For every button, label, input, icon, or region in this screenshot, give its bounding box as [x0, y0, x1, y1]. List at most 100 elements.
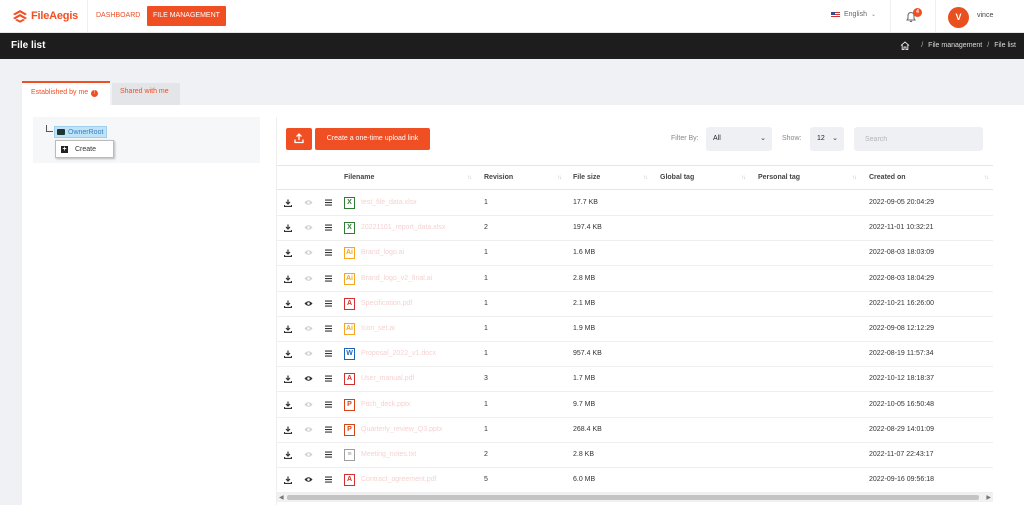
- menu-icon[interactable]: [325, 401, 332, 408]
- filename-link[interactable]: Proposal_2022_v1.docx: [361, 350, 437, 358]
- preview-eye-icon[interactable]: [304, 300, 313, 307]
- menu-icon[interactable]: [325, 199, 332, 206]
- menu-icon[interactable]: [325, 426, 332, 433]
- upload-button[interactable]: [286, 128, 312, 150]
- menu-icon[interactable]: [325, 451, 332, 458]
- col-personal-tag[interactable]: Personal tag: [758, 174, 801, 181]
- preview-eye-icon[interactable]: [304, 325, 313, 332]
- filename-link[interactable]: User_manual.pdf: [361, 375, 415, 383]
- table-header: Filename ↑↓ Revision ↑↓ File size ↑↓ Glo…: [277, 165, 993, 190]
- scrollbar-thumb[interactable]: [287, 495, 979, 500]
- table-row[interactable]: P Quarterly_review_Q3.pptx 1 268.4 KB 2022-0…: [277, 418, 993, 443]
- download-icon[interactable]: [284, 275, 292, 283]
- scroll-left-icon[interactable]: ◀: [279, 495, 284, 501]
- filename-link[interactable]: Specification.pdf: [361, 299, 413, 307]
- table-row[interactable]: Ai Brand_logo_v2_final.ai 1 2.8 MB 2022-08-0…: [277, 267, 993, 292]
- preview-eye-icon[interactable]: [304, 426, 313, 433]
- sort-icon[interactable]: ↑↓: [557, 175, 562, 181]
- preview-eye-icon[interactable]: [304, 451, 313, 458]
- filename-link[interactable]: Brand_logo_v2_final.ai: [361, 274, 433, 282]
- home-icon[interactable]: [900, 41, 910, 50]
- col-filename[interactable]: Filename: [344, 174, 375, 181]
- download-icon[interactable]: [284, 350, 292, 359]
- preview-eye-icon[interactable]: [304, 401, 313, 408]
- brand-logo[interactable]: FileAegis: [12, 9, 78, 23]
- tab-established-by-me[interactable]: Established by me !: [22, 81, 110, 105]
- filename-link[interactable]: Brand_logo.ai: [361, 249, 405, 257]
- nav-dashboard[interactable]: DASHBOARD: [96, 12, 141, 19]
- preview-eye-icon[interactable]: [304, 375, 313, 382]
- language-selector[interactable]: English ⌄: [831, 11, 876, 18]
- col-global-tag[interactable]: Global tag: [660, 174, 695, 181]
- scroll-right-icon[interactable]: ▶: [986, 495, 991, 501]
- preview-eye-icon[interactable]: [304, 275, 313, 282]
- menu-icon[interactable]: [325, 300, 332, 307]
- download-icon[interactable]: [284, 451, 292, 459]
- menu-icon[interactable]: [325, 224, 332, 231]
- preview-eye-icon[interactable]: [304, 350, 313, 357]
- table-row[interactable]: P Pitch_deck.pptx 1 9.7 MB 2022-10-05 16:50:…: [277, 393, 993, 418]
- sort-icon[interactable]: ↑↓: [643, 175, 648, 181]
- menu-icon[interactable]: [325, 275, 332, 282]
- sort-icon[interactable]: ↑↓: [467, 175, 472, 181]
- sort-icon[interactable]: ↑↓: [741, 175, 746, 181]
- search-input[interactable]: [854, 127, 983, 151]
- menu-icon[interactable]: [325, 350, 332, 357]
- download-icon[interactable]: [284, 300, 292, 308]
- table-row[interactable]: Ai Icon_set.ai 1 1.9 MB 2022-09-08 12:12:29: [277, 317, 993, 342]
- download-icon[interactable]: [284, 224, 292, 233]
- plus-icon: +: [61, 145, 68, 153]
- file-size-cell: 9.7 MB: [573, 400, 596, 408]
- horizontal-scrollbar[interactable]: ◀ ▶: [277, 493, 993, 502]
- filename-link[interactable]: Pitch_deck.pptx: [361, 400, 411, 408]
- filename-link[interactable]: Contract_agreement.pdf: [361, 476, 437, 484]
- menu-icon[interactable]: [325, 476, 332, 483]
- table-row[interactable]: W Proposal_2022_v1.docx 1 957.4 KB 2022-08-1…: [277, 342, 993, 368]
- filename-link[interactable]: Meeting_notes.txt: [361, 451, 417, 458]
- download-icon[interactable]: [284, 426, 292, 434]
- download-icon[interactable]: [284, 199, 292, 207]
- preview-eye-icon[interactable]: [304, 224, 313, 231]
- download-icon[interactable]: [284, 325, 292, 333]
- filename-link[interactable]: test_file_data.xlsx: [361, 199, 417, 206]
- context-menu-create[interactable]: + Create: [55, 140, 114, 158]
- file-type-icon: Ai: [344, 272, 355, 285]
- tab-shared-with-me[interactable]: Shared with me: [112, 83, 180, 105]
- col-created-on[interactable]: Created on: [869, 174, 906, 181]
- col-file-size[interactable]: File size: [573, 174, 601, 181]
- filename-link[interactable]: Icon_set.ai: [361, 325, 395, 332]
- preview-eye-icon[interactable]: [304, 249, 313, 256]
- preview-eye-icon[interactable]: [304, 199, 313, 206]
- nav-file-management[interactable]: FILE MANAGEMENT: [147, 6, 226, 26]
- context-menu-label: Create: [75, 145, 97, 153]
- username[interactable]: vince: [977, 12, 994, 19]
- download-icon[interactable]: [284, 249, 292, 258]
- tree-node-ownerroot[interactable]: OwnerRoot: [54, 126, 107, 138]
- page-size-select[interactable]: 12 ⌄: [810, 127, 844, 151]
- breadcrumb-file-management[interactable]: File management: [928, 42, 983, 49]
- menu-icon[interactable]: [325, 325, 332, 332]
- download-icon[interactable]: [284, 476, 292, 485]
- table-row[interactable]: A Specification.pdf 1 2.1 MB 2022-10-21 16:2…: [277, 292, 993, 317]
- bell-icon[interactable]: [905, 11, 917, 23]
- table-row[interactable]: ≡ Meeting_notes.txt 2 2.8 KB 2022-11-07 22:4…: [277, 443, 993, 468]
- download-icon[interactable]: [284, 375, 292, 384]
- sort-icon[interactable]: ↑↓: [852, 175, 857, 181]
- filename-link[interactable]: 20221101_report_data.xlsx: [361, 224, 446, 232]
- created-on-cell: 2022-09-05 20:04:29: [869, 199, 934, 206]
- avatar[interactable]: V: [948, 7, 969, 28]
- menu-icon[interactable]: [325, 249, 332, 256]
- filename-link[interactable]: Quarterly_review_Q3.pptx: [361, 425, 443, 433]
- create-upload-link-button[interactable]: Create a one-time upload link: [315, 128, 430, 150]
- filter-select[interactable]: All ⌄: [706, 127, 772, 151]
- download-icon[interactable]: [284, 401, 292, 409]
- table-row[interactable]: A Contract_agreement.pdf 5 6.0 MB 2022-09-16…: [277, 468, 993, 494]
- preview-eye-icon[interactable]: [304, 476, 313, 483]
- table-row[interactable]: X 20221101_report_data.xlsx 2 197.4 KB 2022-…: [277, 216, 993, 242]
- col-revision[interactable]: Revision: [484, 174, 514, 181]
- table-row[interactable]: A User_manual.pdf 3 1.7 MB 2022-10-12 18:18:…: [277, 367, 993, 393]
- menu-icon[interactable]: [325, 375, 332, 382]
- sort-icon[interactable]: ↑↓: [984, 175, 989, 181]
- table-row[interactable]: Ai Brand_logo.ai 1 1.6 MB 2022-08-03 18:03:0…: [277, 241, 993, 267]
